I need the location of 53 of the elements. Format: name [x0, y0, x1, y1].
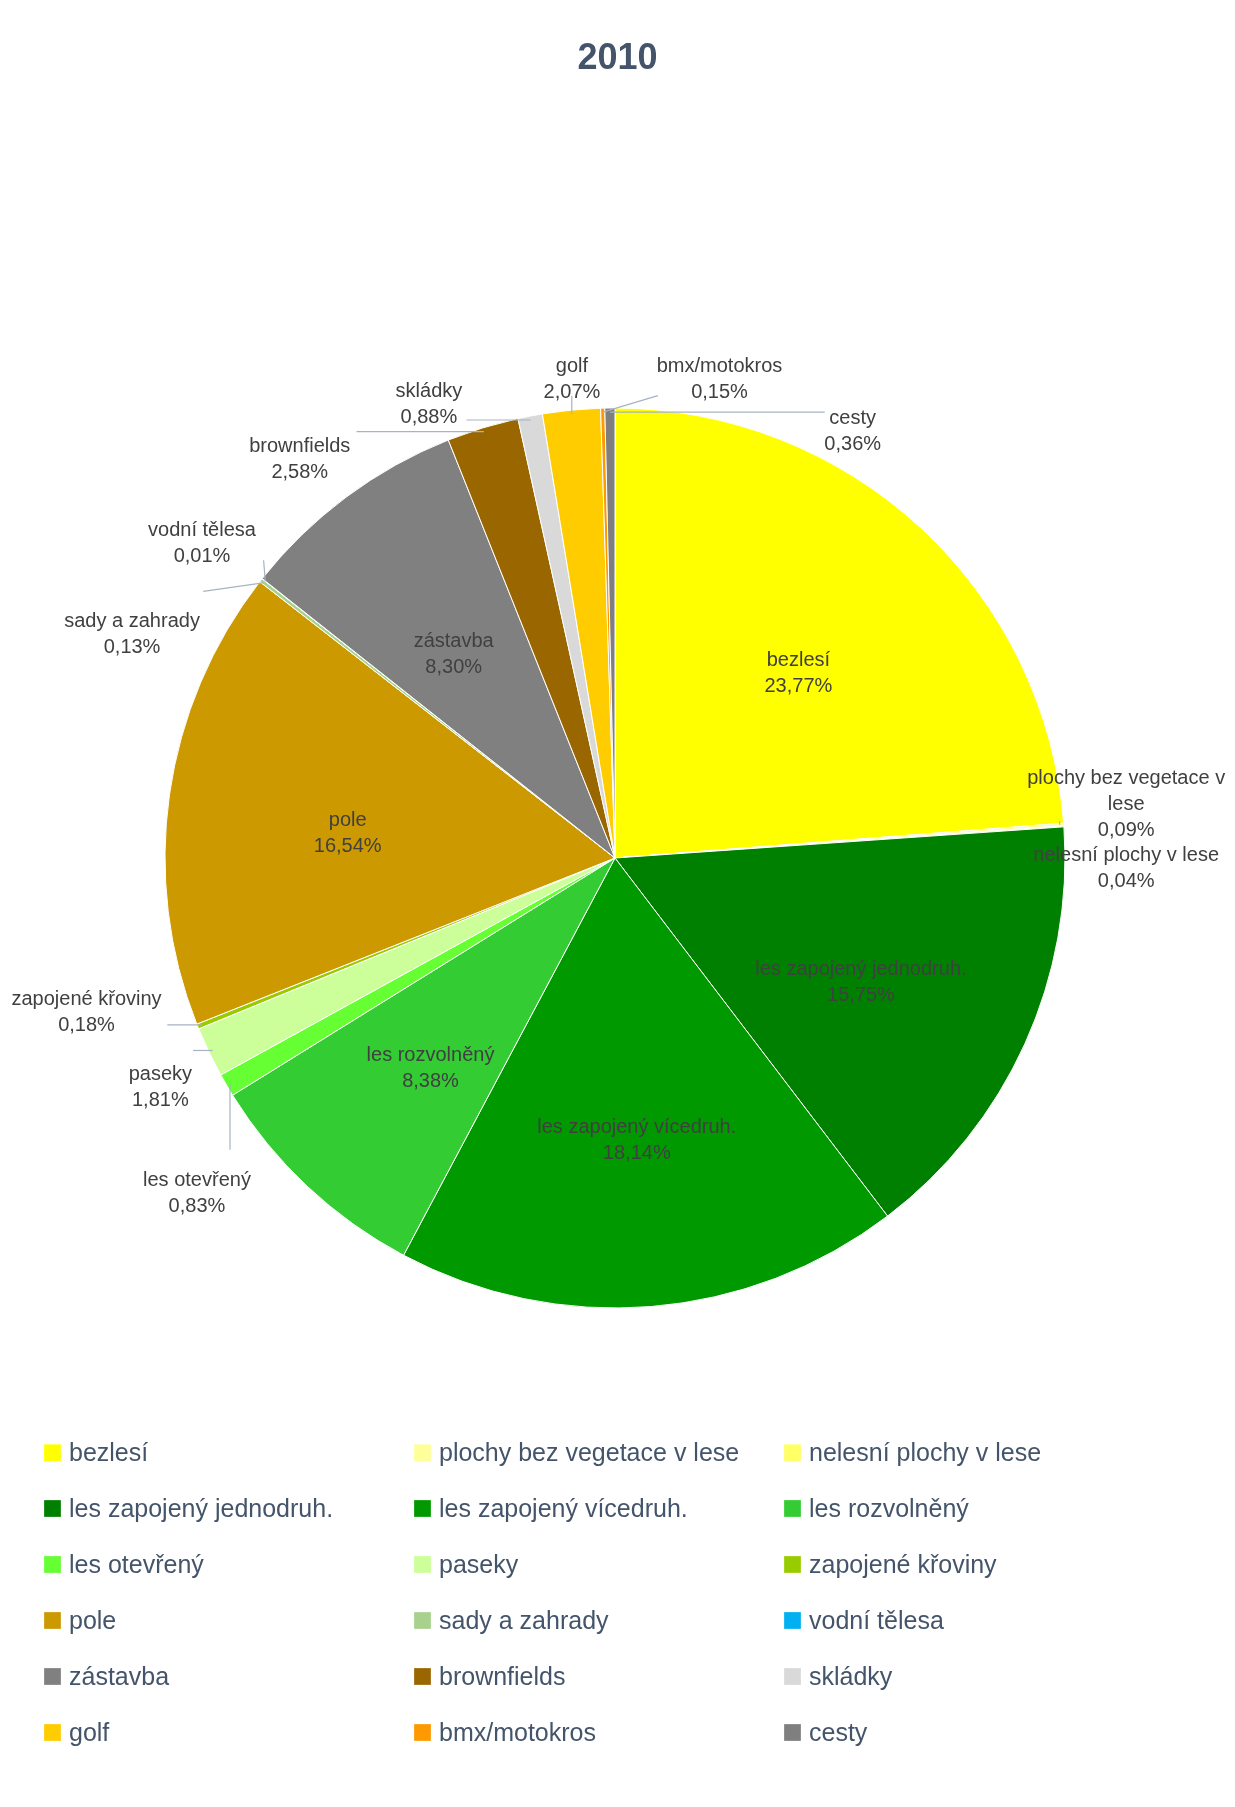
slice-label: skládky	[395, 379, 463, 402]
legend-label: skládky	[809, 1661, 893, 1690]
data-label: 0,04%	[1097, 869, 1155, 892]
legend-label: golf	[69, 1717, 110, 1746]
slice-label: zapojené křoviny	[11, 986, 162, 1009]
legend-label: cesty	[809, 1717, 868, 1746]
data-label: 1,81%	[131, 1087, 189, 1110]
slice-label: bmx/motokros	[656, 353, 783, 376]
slice-label: golf	[555, 353, 589, 376]
slice-label: cesty	[829, 405, 877, 428]
legend-label: paseky	[439, 1549, 519, 1578]
legend-label: sady a zahrady	[439, 1605, 610, 1634]
slice-label: les rozvolněný	[366, 1043, 495, 1066]
data-label: 2,58%	[271, 460, 329, 483]
legend-label: les otevřený	[69, 1549, 205, 1578]
data-label: 16,54%	[313, 833, 382, 856]
legend-label: plochy bez vegetace v lese	[439, 1437, 740, 1466]
data-label: 23,77%	[764, 673, 833, 696]
data-label: 0,18%	[58, 1012, 116, 1035]
legend-label: nelesní plochy v lese	[809, 1437, 1042, 1466]
data-label: 0,88%	[400, 405, 458, 428]
data-label: 8,30%	[425, 655, 483, 678]
slice-label: sady a zahrady	[64, 609, 200, 632]
slice-label: vodní tělesa	[148, 518, 257, 541]
legend-label: les rozvolněný	[809, 1493, 970, 1522]
legend-label: les zapojený vícedruh.	[439, 1493, 688, 1522]
legend-label: zapojené křoviny	[809, 1549, 998, 1578]
data-label: 15,75%	[827, 983, 896, 1006]
slice-label: paseky	[128, 1061, 193, 1084]
data-label: 0,01%	[173, 544, 231, 567]
slice-label: bezlesí	[766, 647, 831, 670]
data-label: 0,83%	[168, 1193, 226, 1216]
data-label: 0,13%	[103, 635, 161, 658]
slice-label: les otevřený	[143, 1167, 251, 1190]
legend-label: vodní tělesa	[809, 1605, 944, 1634]
data-label: 0,15%	[691, 379, 749, 402]
data-label: 2,07%	[543, 379, 601, 402]
slice-label: les zapojený jednodruh.	[755, 957, 967, 980]
slice-label: brownfields	[249, 434, 351, 457]
legend-label: pole	[69, 1605, 117, 1634]
slice-label: pole	[328, 807, 367, 830]
slice-label: les zapojený vícedruh.	[537, 1115, 737, 1138]
legend-label: bmx/motokros	[439, 1717, 596, 1746]
data-label: 8,38%	[402, 1069, 460, 1092]
chart-title: 2010	[577, 36, 658, 77]
legend-label: brownfields	[439, 1661, 566, 1690]
legend-label: bezlesí	[69, 1437, 149, 1466]
legend-label: zástavba	[69, 1661, 170, 1690]
legend-label: les zapojený jednodruh.	[69, 1493, 334, 1522]
data-label: 0,36%	[824, 431, 882, 454]
data-label: 0,09%	[1097, 818, 1155, 841]
slice-label: zástavba	[413, 629, 495, 652]
data-label: 18,14%	[602, 1141, 671, 1164]
